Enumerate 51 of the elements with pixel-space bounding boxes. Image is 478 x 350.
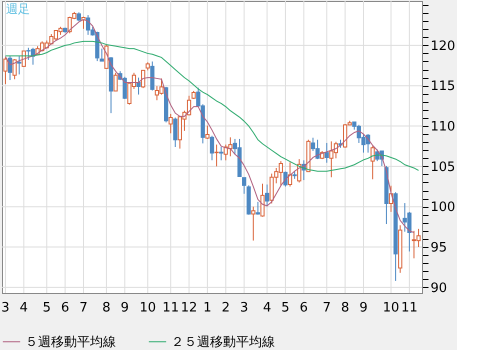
y-tick-label: 90	[430, 280, 448, 296]
x-tick-label: 11	[162, 300, 179, 316]
y-tick-label: 95	[430, 240, 448, 256]
x-tick-label: 4	[262, 300, 272, 316]
candlestick	[173, 117, 178, 148]
candlestick	[412, 230, 416, 259]
x-tick-label: 10	[139, 300, 156, 316]
x-tick-label: 7	[322, 300, 331, 316]
x-tick-label: 3	[240, 300, 248, 316]
y-tick-label: 115	[430, 79, 456, 94]
x-tick-label: 9	[359, 300, 368, 316]
x-tick-label: 3	[1, 300, 10, 316]
annotation: 週足	[6, 2, 30, 16]
candlestick	[251, 206, 256, 242]
x-tick-label: 4	[20, 300, 28, 316]
candlestick	[264, 184, 270, 207]
x-tick-label: 6	[60, 300, 70, 316]
candlestick	[370, 146, 375, 180]
candlestick	[324, 142, 329, 164]
x-tick-label: 8	[102, 300, 111, 316]
candlestick	[214, 144, 219, 167]
candlestick	[210, 135, 214, 161]
x-tick-label: 5	[42, 300, 51, 316]
candlestick	[242, 177, 246, 194]
x-tick-label: 12	[180, 300, 198, 316]
candlestick	[17, 56, 22, 75]
x-tick-label: 2	[222, 300, 230, 316]
x-tick-label: 5	[281, 300, 290, 316]
candlestick	[114, 72, 118, 92]
x-tick-label: 7	[79, 300, 88, 316]
candlestick	[150, 60, 154, 92]
candlestick	[219, 146, 224, 161]
x-tick-label: 10	[382, 300, 400, 316]
y-tick-label: 105	[430, 160, 456, 175]
candlestick	[159, 78, 164, 96]
y-tick-label: 120	[430, 38, 456, 54]
candlestick	[260, 183, 265, 218]
y-tick-label: 110	[430, 120, 456, 135]
x-tick-label: 8	[340, 300, 350, 316]
legend-label: ５週移動平均線	[25, 334, 116, 350]
x-tick-label: 6	[300, 300, 308, 316]
x-tick-label: 11	[401, 300, 418, 316]
legend-label: ２５週移動平均線	[171, 334, 275, 350]
candlestick	[154, 86, 160, 101]
candlestick	[256, 201, 260, 216]
y-tick-label: 100	[430, 200, 456, 216]
candlestick	[100, 48, 104, 62]
x-tick-label: 1	[203, 300, 212, 316]
candlestick	[168, 113, 173, 134]
x-tick-label: 9	[120, 300, 129, 316]
candlestick	[205, 125, 210, 140]
